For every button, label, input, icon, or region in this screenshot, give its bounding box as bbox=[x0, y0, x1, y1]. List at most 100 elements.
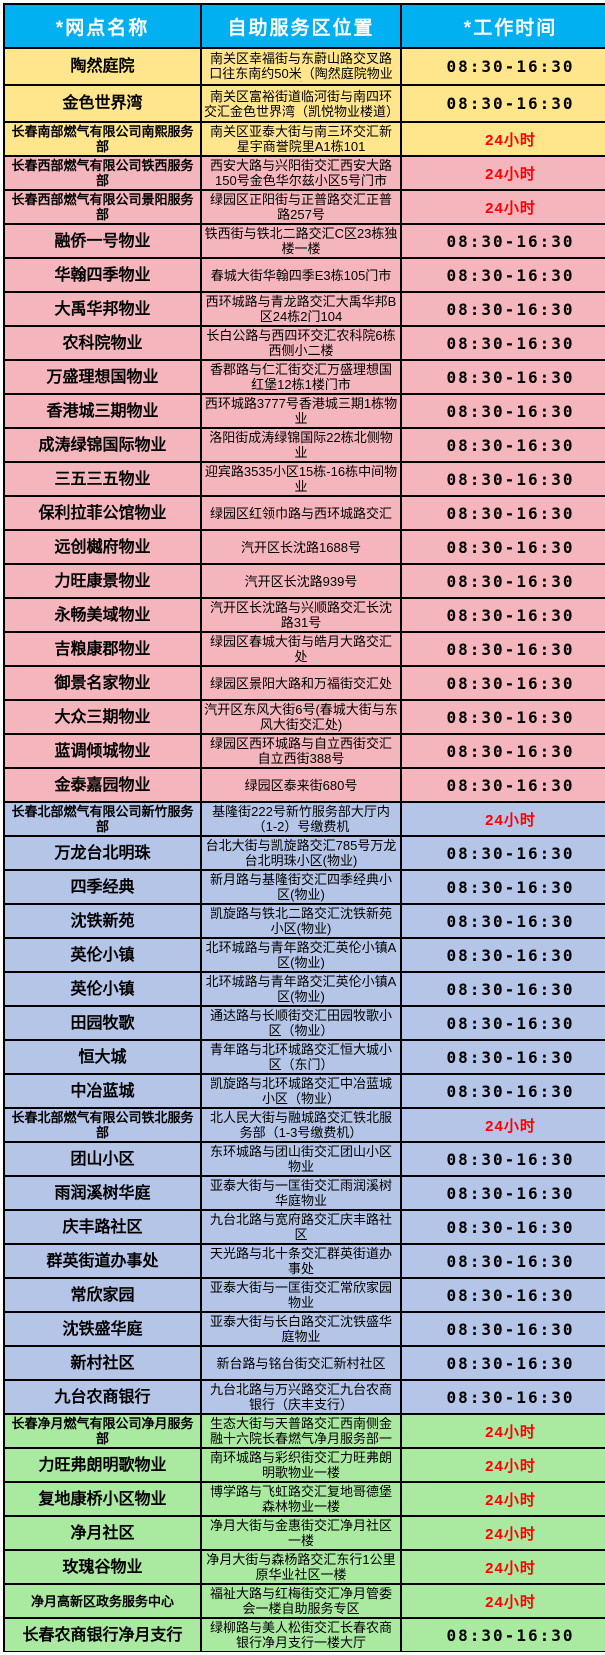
location-text: 洛阳街成涛绿锦国际22栋北侧物业 bbox=[209, 430, 393, 460]
work-time-cell: 08:30-16:30 bbox=[400, 767, 605, 803]
location-text: 汽开区长沈路1688号 bbox=[241, 539, 361, 555]
site-name-cell: 长春农商银行净月支行 bbox=[3, 1617, 202, 1652]
location-text: 南关区幸福街与东蔚山路交叉路口往东南约50米（陶然庭院物业大 bbox=[209, 51, 393, 82]
location-cell: 净月大街与森杨路交汇东行1公里原华业社区一楼 bbox=[200, 1549, 402, 1585]
location-cell: 绿园区红领巾路与西环城路交汇 bbox=[200, 495, 402, 531]
work-time-cell: 08:30-16:30 bbox=[400, 1277, 605, 1313]
table-row: 田园牧歌 通达路与长顺街交汇田园牧歌小区（物业） 08:30-16:30 bbox=[3, 1005, 605, 1041]
location-cell: 西环城路3777号香港城三期1栋物业 bbox=[200, 393, 402, 429]
site-name-cell: 金色世界湾 bbox=[3, 84, 202, 123]
table-row: 保利拉菲公馆物业 绿园区红领巾路与西环城路交汇 08:30-16:30 bbox=[3, 495, 605, 531]
table-row: 复地康桥小区物业 博学路与飞虹路交汇复地哥德堡森林物业一楼 24小时 bbox=[3, 1481, 605, 1517]
site-name-cell: 雨润溪树华庭 bbox=[3, 1175, 202, 1211]
site-name-cell: 香港城三期物业 bbox=[3, 393, 202, 429]
site-name-cell: 新村社区 bbox=[3, 1345, 202, 1381]
site-name-cell: 陶然庭院 bbox=[3, 47, 202, 86]
table-row: 三五三五物业 迎宾路3535小区15栋-16栋中间物业 08:30-16:30 bbox=[3, 461, 605, 497]
location-cell: 亚泰大街与长白路交汇沈铁盛华庭物业 bbox=[200, 1311, 402, 1347]
location-text: 新台路与铭台街交汇新村社区 bbox=[216, 1355, 386, 1371]
table-header: *网点名称 自助服务区位置 *工作时间 bbox=[3, 3, 605, 49]
location-text: 亚泰大街与一匡街交汇常欣家园物业 bbox=[209, 1280, 392, 1310]
location-text: 基隆街222号新竹服务部大厅内（1-2）号缴费机 bbox=[212, 804, 390, 834]
location-cell: 亚泰大街与一匡街交汇常欣家园物业 bbox=[200, 1277, 402, 1313]
table-row: 万盛理想国物业 香郡路与仁汇街交汇万盛理想国红堡12栋1楼门市 08:30-16:3… bbox=[3, 359, 605, 395]
site-name-cell: 净月高新区政务服务中心 bbox=[3, 1583, 202, 1619]
location-cell: 洛阳街成涛绿锦国际22栋北侧物业 bbox=[200, 427, 402, 463]
site-name-cell: 保利拉菲公馆物业 bbox=[3, 495, 202, 531]
location-cell: 南环城路与彩织街交汇力旺弗朗明歌物业一楼 bbox=[200, 1447, 402, 1483]
table-row: 长春南部燃气有限公司南熙服务部 南关区亚泰大街与南三环交汇新星宇商誉院里A1栋10… bbox=[3, 121, 605, 157]
site-name-cell: 力旺弗朗明歌物业 bbox=[3, 1447, 202, 1483]
work-time-cell: 24小时 bbox=[400, 801, 605, 837]
site-name-cell: 复地康桥小区物业 bbox=[3, 1481, 202, 1517]
work-time-cell: 08:30-16:30 bbox=[400, 223, 605, 259]
work-time-cell: 08:30-16:30 bbox=[400, 1345, 605, 1381]
table-row: 长春北部燃气有限公司新竹服务部 基隆街222号新竹服务部大厅内（1-2）号缴费机 2… bbox=[3, 801, 605, 837]
table-row: 御景名家物业 绿园区景阳大路和万福街交汇处 08:30-16:30 bbox=[3, 665, 605, 701]
table-row: 蓝调倾城物业 绿园区西环城路与自立西街交汇自立西街388号 08:30-16:30 bbox=[3, 733, 605, 769]
location-text: 东环城路与团山街交汇团山小区物业 bbox=[209, 1144, 392, 1174]
table-row: 万龙台北明珠 台北大街与凯旋路交汇785号万龙台北明珠小区(物业) 08:30-16… bbox=[3, 835, 605, 871]
site-name-cell: 四季经典 bbox=[3, 869, 202, 905]
table-row: 玫瑰谷物业 净月大街与森杨路交汇东行1公里原华业社区一楼 24小时 bbox=[3, 1549, 605, 1585]
location-cell: 通达路与长顺街交汇田园牧歌小区（物业） bbox=[200, 1005, 402, 1041]
location-text: 亚泰大街与长白路交汇沈铁盛华庭物业 bbox=[209, 1314, 392, 1344]
work-time-cell: 24小时 bbox=[400, 1447, 605, 1483]
location-text: 净月大街与森杨路交汇东行1公里原华业社区一楼 bbox=[206, 1552, 396, 1582]
location-cell: 亚泰大街与一匡街交汇雨润溪树华庭物业 bbox=[200, 1175, 402, 1211]
site-name-cell: 华翰四季物业 bbox=[3, 257, 202, 293]
table-body: 陶然庭院南关区幸福街与东蔚山路交叉路口往东南约50米（陶然庭院物业大08:30-… bbox=[3, 47, 605, 1652]
work-time-cell: 08:30-16:30 bbox=[400, 699, 605, 735]
location-text: 绿园区西环城路与自立西街交汇自立西街388号 bbox=[209, 736, 392, 766]
table-row: 融侨一号物业 铁西街与铁北二路交汇C区23栋独楼一楼 08:30-16:30 bbox=[3, 223, 605, 259]
location-cell: 春城大街华翰四季E3栋105门市 bbox=[200, 257, 402, 293]
table-row: 新村社区 新台路与铭台街交汇新村社区 08:30-16:30 bbox=[3, 1345, 605, 1381]
work-time-cell: 08:30-16:30 bbox=[400, 461, 605, 497]
location-text: 生态大街与天普路交汇西南侧金融十六院长春燃气净月服务部一楼 bbox=[209, 1415, 392, 1446]
table-row: 英伦小镇 北环城路与青年路交汇英伦小镇A区(物业) 08:30-16:30 bbox=[3, 937, 605, 973]
table-row: 庆丰路社区 九台北路与宽府路交汇庆丰路社区 08:30-16:30 bbox=[3, 1209, 605, 1245]
table-row: 吉粮康郡物业 绿园区春城大街与皓月大路交汇处 08:30-16:30 bbox=[3, 631, 605, 667]
location-cell: 北人民大街与融城路交汇铁北服务部（1-3号缴费机） bbox=[200, 1107, 402, 1143]
location-text: 北环城路与青年路交汇英伦小镇A区(物业) bbox=[205, 940, 397, 970]
table-row: 香港城三期物业 西环城路3777号香港城三期1栋物业 08:30-16:30 bbox=[3, 393, 605, 429]
location-cell: 香郡路与仁汇街交汇万盛理想国红堡12栋1楼门市 bbox=[200, 359, 402, 395]
work-time-cell: 08:30-16:30 bbox=[400, 1243, 605, 1279]
work-time-cell: 08:30-16:30 bbox=[400, 47, 605, 86]
site-name-cell: 永畅美域物业 bbox=[3, 597, 202, 633]
location-cell: 九台北路与宽府路交汇庆丰路社区 bbox=[200, 1209, 402, 1245]
table-row: 团山小区 东环城路与团山街交汇团山小区物业 08:30-16:30 bbox=[3, 1141, 605, 1177]
location-cell: 绿园区春城大街与皓月大路交汇处 bbox=[200, 631, 402, 667]
location-cell: 南关区富裕街道临河街与南四环交汇金色世界湾（凯悦物业楼道） bbox=[200, 84, 402, 123]
site-name-cell: 玫瑰谷物业 bbox=[3, 1549, 202, 1585]
work-time-cell: 24小时 bbox=[400, 189, 605, 225]
location-cell: 长白公路与西四环交汇农科院6栋西侧小二楼 bbox=[200, 325, 402, 361]
table-row: 长春西部燃气有限公司铁西服务部 西安大路与兴阳街交汇西安大路150号金色华尔兹小区… bbox=[3, 155, 605, 191]
work-time-cell: 24小时 bbox=[400, 1413, 605, 1449]
location-text: 汽开区长沈路与兴顺路交汇长沈路31号 bbox=[209, 600, 392, 630]
site-name-cell: 英伦小镇 bbox=[3, 937, 202, 973]
location-cell: 新台路与铭台街交汇新村社区 bbox=[200, 1345, 402, 1381]
table-row: 群英街道办事处 天光路与北十条交汇群英街道办事处 08:30-16:30 bbox=[3, 1243, 605, 1279]
location-cell: 南关区幸福街与东蔚山路交叉路口往东南约50米（陶然庭院物业大 bbox=[200, 47, 402, 86]
site-name-cell: 金泰嘉园物业 bbox=[3, 767, 202, 803]
table-row: 金色世界湾 南关区富裕街道临河街与南四环交汇金色世界湾（凯悦物业楼道） 08:30-… bbox=[3, 84, 605, 123]
table-row: 净月社区 净月大街与金惠街交汇净月社区一楼 24小时 bbox=[3, 1515, 605, 1551]
site-name-cell: 大众三期物业 bbox=[3, 699, 202, 735]
site-name-cell: 团山小区 bbox=[3, 1141, 202, 1177]
work-time-cell: 08:30-16:30 bbox=[400, 971, 605, 1007]
work-time-cell: 08:30-16:30 bbox=[400, 597, 605, 633]
table-row: 成涛绿锦国际物业 洛阳街成涛绿锦国际22栋北侧物业 08:30-16:30 bbox=[3, 427, 605, 463]
location-text: 南关区富裕街道临河街与南四环交汇金色世界湾（凯悦物业楼道） bbox=[204, 88, 400, 119]
table-row: 常欣家园 亚泰大街与一匡街交汇常欣家园物业 08:30-16:30 bbox=[3, 1277, 605, 1313]
location-text: 春城大街华翰四季E3栋105门市 bbox=[210, 267, 392, 283]
table-row: 沈铁新苑 凯旋路与铁北二路交汇沈铁新苑小区(物业) 08:30-16:30 bbox=[3, 903, 605, 939]
location-cell: 西安大路与兴阳街交汇西安大路150号金色华尔兹小区5号门市 bbox=[200, 155, 402, 191]
location-text: 台北大街与凯旋路交汇785号万龙台北明珠小区(物业) bbox=[205, 838, 397, 868]
site-name-cell: 沈铁新苑 bbox=[3, 903, 202, 939]
table-row: 长春北部燃气有限公司铁北服务部 北人民大街与融城路交汇铁北服务部（1-3号缴费机）… bbox=[3, 1107, 605, 1143]
work-time-cell: 24小时 bbox=[400, 1515, 605, 1551]
site-name-cell: 万龙台北明珠 bbox=[3, 835, 202, 871]
work-time-cell: 08:30-16:30 bbox=[400, 257, 605, 293]
site-name-cell: 长春净月燃气有限公司净月服务部 bbox=[3, 1413, 202, 1449]
